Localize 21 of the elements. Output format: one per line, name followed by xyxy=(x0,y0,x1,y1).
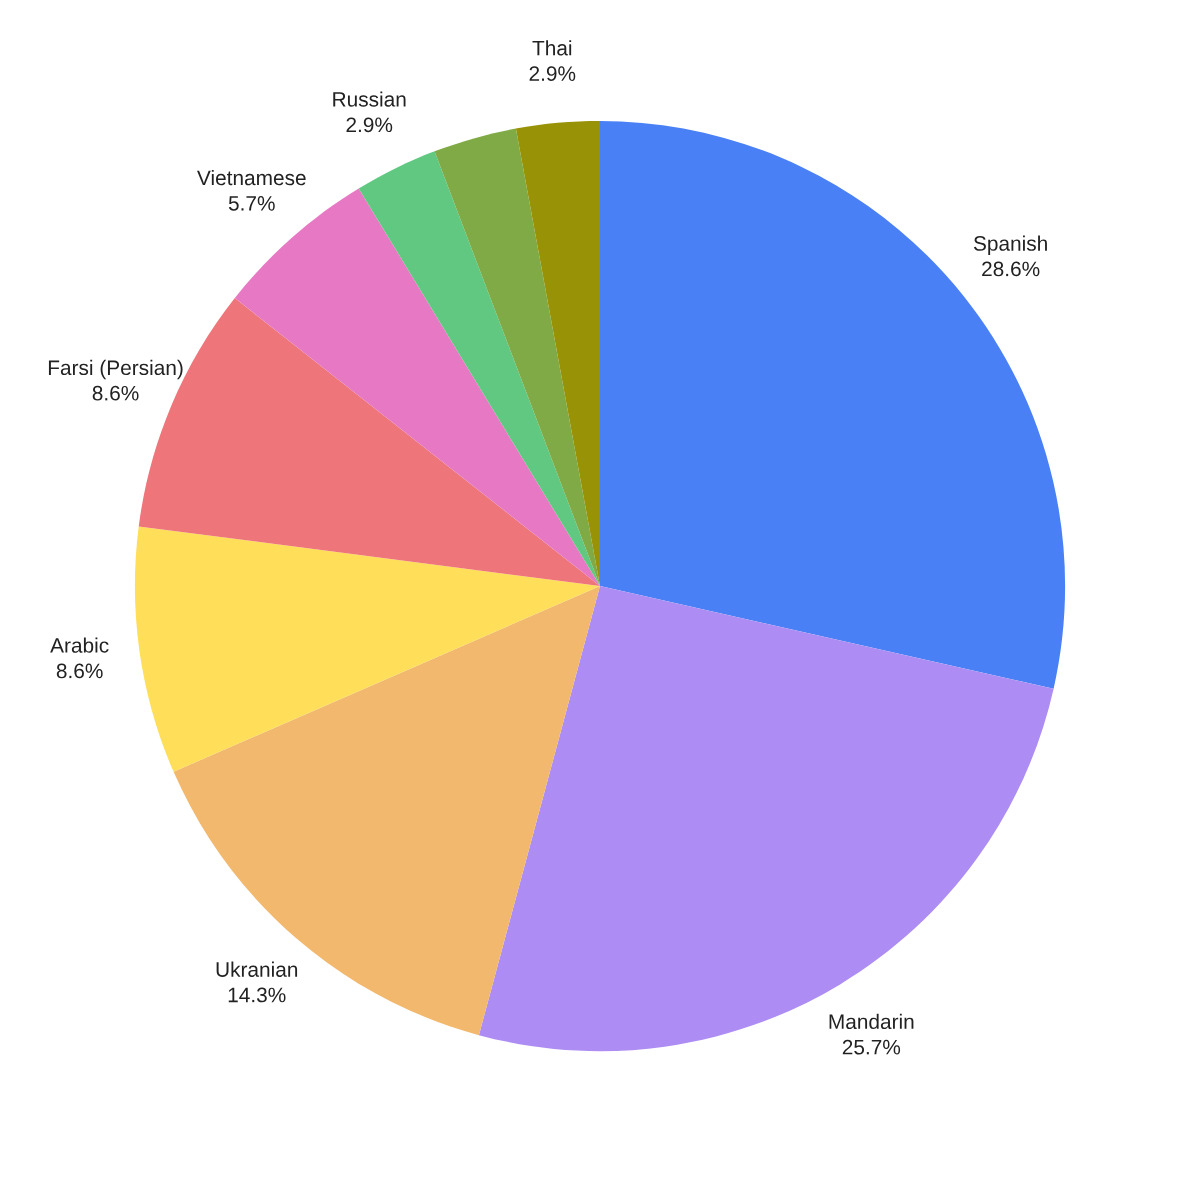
pie-slice xyxy=(358,151,600,587)
data-label: 5.7% xyxy=(228,196,275,211)
slice-label: Arabic xyxy=(50,637,109,653)
slice-label: Russian xyxy=(333,91,406,107)
slice-label: Mandarin xyxy=(829,1013,914,1030)
slice-label: Thai xyxy=(532,40,572,56)
pie-slice xyxy=(434,128,600,587)
slice-label: Vietnamese xyxy=(197,169,306,186)
pie-slice xyxy=(600,120,1066,689)
data-label: 2.9% xyxy=(529,66,576,81)
data-label: 8.6% xyxy=(56,663,103,679)
slice-label: Spanish xyxy=(973,235,1047,255)
pie-slice xyxy=(134,526,600,772)
pie-slice xyxy=(173,586,600,1036)
data-label: 8.6% xyxy=(92,385,139,401)
data-label: 28.6% xyxy=(982,261,1040,277)
data-label: 25.7% xyxy=(842,1039,901,1055)
slice-label: Ukranian xyxy=(216,961,298,977)
data-label: 14.3% xyxy=(228,987,286,1003)
slice-label: Farsi (Persian) xyxy=(48,359,183,380)
data-label: 2.9% xyxy=(346,117,393,133)
